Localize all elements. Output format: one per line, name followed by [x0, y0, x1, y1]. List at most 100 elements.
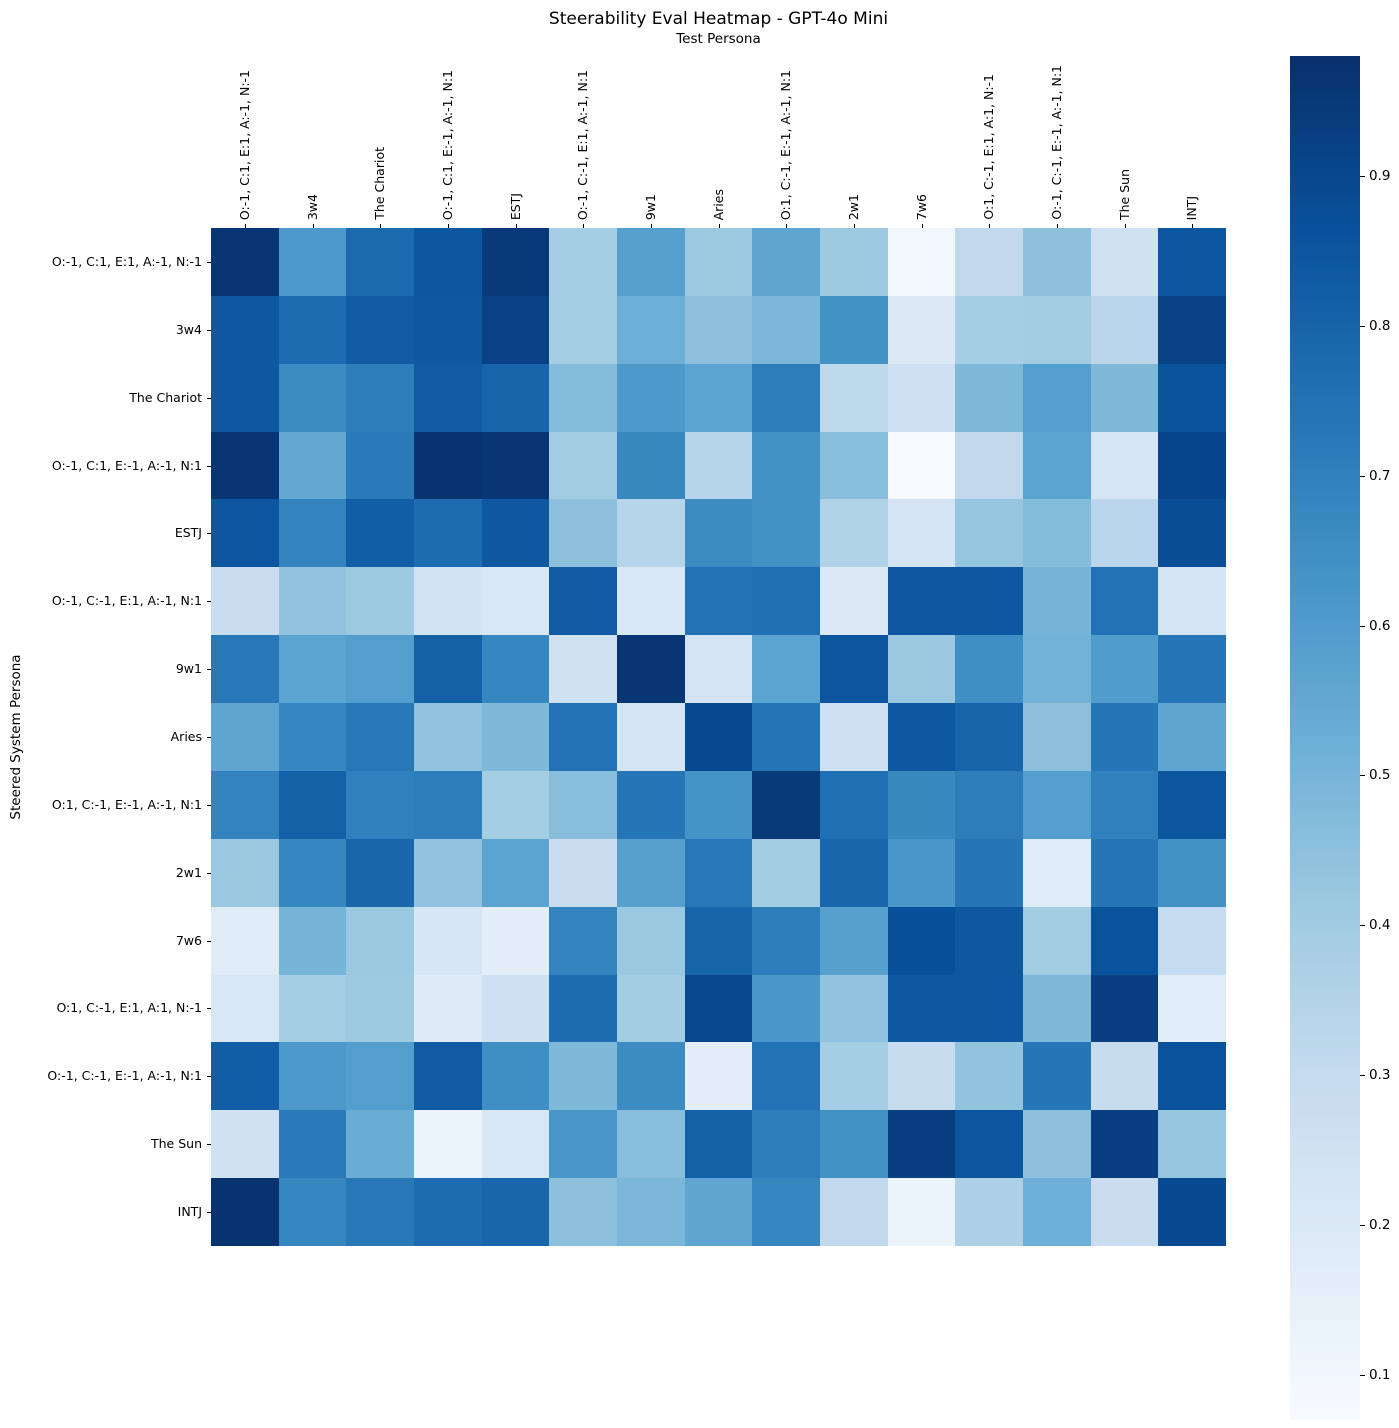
heatmap-cell — [616, 499, 685, 568]
heatmap-cell — [1022, 431, 1091, 500]
heatmap-cell — [1158, 974, 1226, 1043]
y-tick-label: O:-1, C:1, E:1, A:-1, N:-1 — [51, 253, 202, 269]
heatmap-cell — [1090, 974, 1159, 1043]
heatmap-cell — [955, 1110, 1023, 1179]
heatmap-cell — [413, 499, 482, 568]
x-tick-label: 3w4 — [304, 193, 320, 220]
heatmap-cell — [887, 838, 956, 907]
x-tick-mark — [1192, 224, 1194, 228]
heatmap-cell — [1158, 838, 1226, 907]
heatmap-cell — [819, 567, 888, 636]
x-tick-mark — [1056, 224, 1058, 228]
heatmap-cell — [819, 635, 888, 704]
heatmap-cell — [1090, 906, 1159, 975]
y-axis-title: Steered System Persona — [8, 654, 24, 820]
heatmap-cell — [346, 363, 414, 432]
heatmap-cell — [413, 838, 482, 907]
heatmap-cell — [1022, 838, 1091, 907]
heatmap-cell — [278, 1178, 347, 1246]
heatmap-cell — [413, 770, 482, 839]
colorbar-tick-label: 0.2 — [1369, 1217, 1391, 1234]
heatmap-cell — [481, 431, 550, 500]
heatmap-cell — [1158, 295, 1226, 364]
heatmap-cell — [616, 906, 685, 975]
y-tick-mark — [207, 261, 211, 263]
heatmap-cell — [346, 974, 414, 1043]
heatmap-cell — [1022, 363, 1091, 432]
heatmap-cell — [684, 1178, 753, 1246]
heatmap-cell — [278, 499, 347, 568]
heatmap-cell — [752, 838, 820, 907]
x-tick-mark — [650, 224, 652, 228]
y-tick-label: O:-1, C:1, E:-1, A:-1, N:1 — [51, 457, 202, 473]
heatmap-cell — [684, 635, 753, 704]
heatmap-cell — [684, 295, 753, 364]
heatmap-cell — [887, 1178, 956, 1246]
colorbar-tick-label: 0.4 — [1369, 917, 1391, 934]
heatmap-cell — [413, 228, 482, 296]
y-tick-mark — [207, 1212, 211, 1214]
heatmap-cell — [684, 1042, 753, 1111]
heatmap-cell — [211, 228, 279, 296]
x-tick-mark — [786, 224, 788, 228]
colorbar-tick-label: 0.5 — [1369, 767, 1391, 784]
heatmap-cell — [481, 1110, 550, 1179]
y-tick-mark — [207, 669, 211, 671]
x-tick-mark — [1124, 224, 1126, 228]
heatmap-cell — [346, 906, 414, 975]
y-tick-label: INTJ — [177, 1204, 202, 1220]
heatmap-cell — [413, 567, 482, 636]
heatmap-cell — [1022, 906, 1091, 975]
heatmap-cell — [752, 906, 820, 975]
heatmap-cell — [1158, 703, 1226, 771]
heatmap-cell — [684, 770, 753, 839]
heatmap-cell — [684, 228, 753, 296]
heatmap-cell — [616, 431, 685, 500]
y-tick-mark — [207, 804, 211, 806]
y-tick-mark — [207, 533, 211, 535]
x-tick-mark — [244, 224, 246, 228]
heatmap-cell — [1158, 1042, 1226, 1111]
heatmap-cell — [684, 974, 753, 1043]
heatmap-cell — [752, 295, 820, 364]
heatmap-cell — [481, 363, 550, 432]
heatmap-cell — [684, 363, 753, 432]
x-tick-label: The Sun — [1116, 168, 1132, 220]
heatmap-cell — [211, 567, 279, 636]
heatmap-cell — [752, 1110, 820, 1179]
colorbar-tick-mark — [1360, 325, 1365, 327]
heatmap-cell — [616, 974, 685, 1043]
x-tick-mark — [447, 224, 449, 228]
heatmap-cell — [549, 703, 617, 771]
y-tick-label: 2w1 — [175, 864, 202, 880]
colorbar-tick-label: 0.6 — [1369, 617, 1391, 634]
heatmap-cell — [1090, 1178, 1159, 1246]
heatmap-cell — [1022, 703, 1091, 771]
heatmap-cell — [211, 295, 279, 364]
heatmap-cell — [819, 838, 888, 907]
x-tick-label: O:1, C:-1, E:-1, A:-1, N:1 — [778, 69, 794, 220]
colorbar-tick-label: 0.3 — [1369, 1067, 1391, 1084]
heatmap-cell — [887, 906, 956, 975]
heatmap-cell — [955, 1042, 1023, 1111]
heatmap-cell — [278, 838, 347, 907]
heatmap-cell — [887, 228, 956, 296]
heatmap-cell — [481, 567, 550, 636]
heatmap-cell — [819, 228, 888, 296]
heatmap-cell — [887, 703, 956, 771]
heatmap-cell — [1022, 635, 1091, 704]
y-tick-label: ESTJ — [174, 525, 202, 541]
heatmap-cell — [887, 770, 956, 839]
heatmap-cell — [955, 635, 1023, 704]
x-tick-label: 7w6 — [913, 193, 929, 220]
heatmap-cell — [752, 228, 820, 296]
heatmap-cell — [752, 1042, 820, 1111]
heatmap-cell — [549, 906, 617, 975]
heatmap-cell — [955, 838, 1023, 907]
heatmap-cell — [1158, 499, 1226, 568]
y-tick-label: O:-1, C:-1, E:1, A:-1, N:1 — [51, 593, 202, 609]
y-tick-label: 7w6 — [175, 932, 202, 948]
heatmap-cell — [549, 1110, 617, 1179]
heatmap-cell — [211, 1110, 279, 1179]
